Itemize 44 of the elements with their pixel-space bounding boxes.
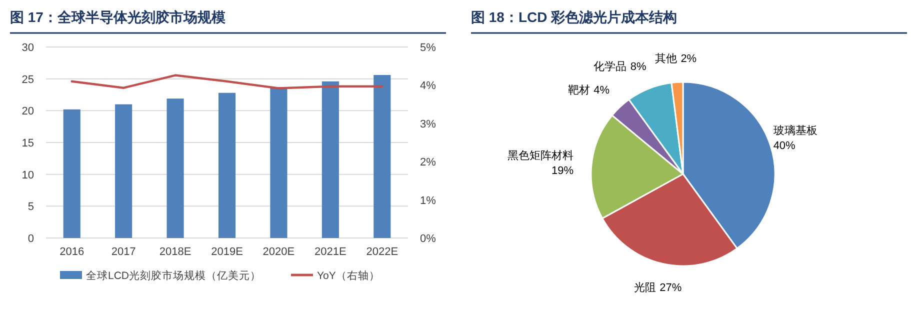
legend-label: 全球LCD光刻胶市场规模（亿美元） <box>86 269 262 282</box>
y2-tick-label: 1% <box>420 194 436 207</box>
legend-label: YoY（右轴） <box>317 269 380 282</box>
bar <box>322 81 339 238</box>
x-tick-label: 2022E <box>366 246 398 258</box>
y2-tick-label: 5% <box>420 42 436 54</box>
x-tick-label: 2018E <box>159 246 192 258</box>
x-tick-label: 2019E <box>211 246 243 258</box>
bar <box>374 75 391 238</box>
bar <box>218 92 236 238</box>
slice-label: 玻璃基板 <box>773 124 818 138</box>
y-tick-label: 15 <box>22 138 34 150</box>
data-label: 2% <box>680 53 697 66</box>
slice-label: 黑色矩阵材料 <box>508 149 574 162</box>
bar <box>270 87 288 238</box>
chart-title: 图 17：全球半导体光刻胶市场规模 <box>10 9 226 25</box>
bar <box>115 104 132 238</box>
data-label: 4% <box>594 84 610 96</box>
data-label: 27% <box>660 282 682 294</box>
y-tick-label: 25 <box>22 74 34 86</box>
slice-label: 靶材 <box>568 83 590 96</box>
y-tick-label: 10 <box>22 169 34 182</box>
y2-tick-label: 2% <box>420 156 436 169</box>
bar <box>166 98 184 238</box>
data-label: 40% <box>773 140 796 152</box>
chart-title: 图 18：LCD 彩色滤光片成本结构 <box>471 9 678 25</box>
x-tick-label: 2021E <box>314 246 346 258</box>
x-tick-label: 2016 <box>60 246 84 258</box>
slice-label: 光阻 <box>634 281 656 294</box>
y2-tick-label: 3% <box>420 118 436 130</box>
y2-tick-label: 0% <box>420 233 436 245</box>
x-tick-label: 2020E <box>262 246 295 258</box>
data-label: 19% <box>551 165 574 178</box>
y-tick-label: 0 <box>28 233 34 245</box>
x-tick-label: 2017 <box>111 246 136 258</box>
y-tick-label: 5 <box>28 201 34 214</box>
slice-label: 其他 <box>654 52 677 66</box>
y2-tick-label: 4% <box>420 80 436 92</box>
bar <box>63 109 80 238</box>
slice-label: 化学品 <box>594 61 627 74</box>
y-tick-label: 30 <box>22 42 34 54</box>
y-tick-label: 20 <box>22 106 34 118</box>
line-series <box>70 74 384 90</box>
data-label: 8% <box>630 61 647 74</box>
